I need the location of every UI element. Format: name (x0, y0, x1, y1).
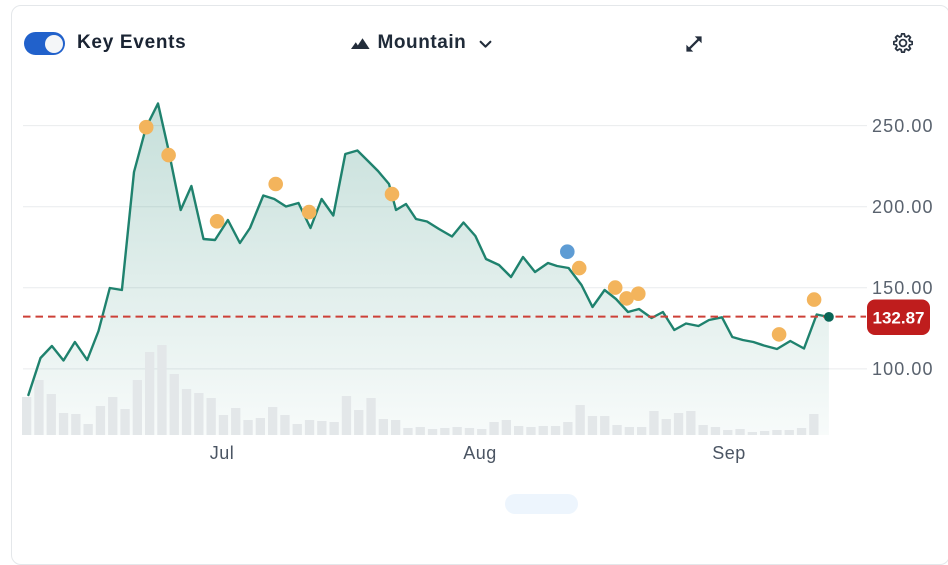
svg-text:150.00: 150.00 (872, 278, 934, 298)
svg-text:Jul: Jul (210, 443, 235, 463)
svg-text:Sep: Sep (712, 443, 746, 463)
svg-text:200.00: 200.00 (872, 197, 934, 217)
svg-text:100.00: 100.00 (872, 359, 934, 379)
svg-text:132.87: 132.87 (873, 309, 925, 328)
svg-text:250.00: 250.00 (872, 116, 934, 136)
svg-text:Aug: Aug (463, 443, 497, 463)
